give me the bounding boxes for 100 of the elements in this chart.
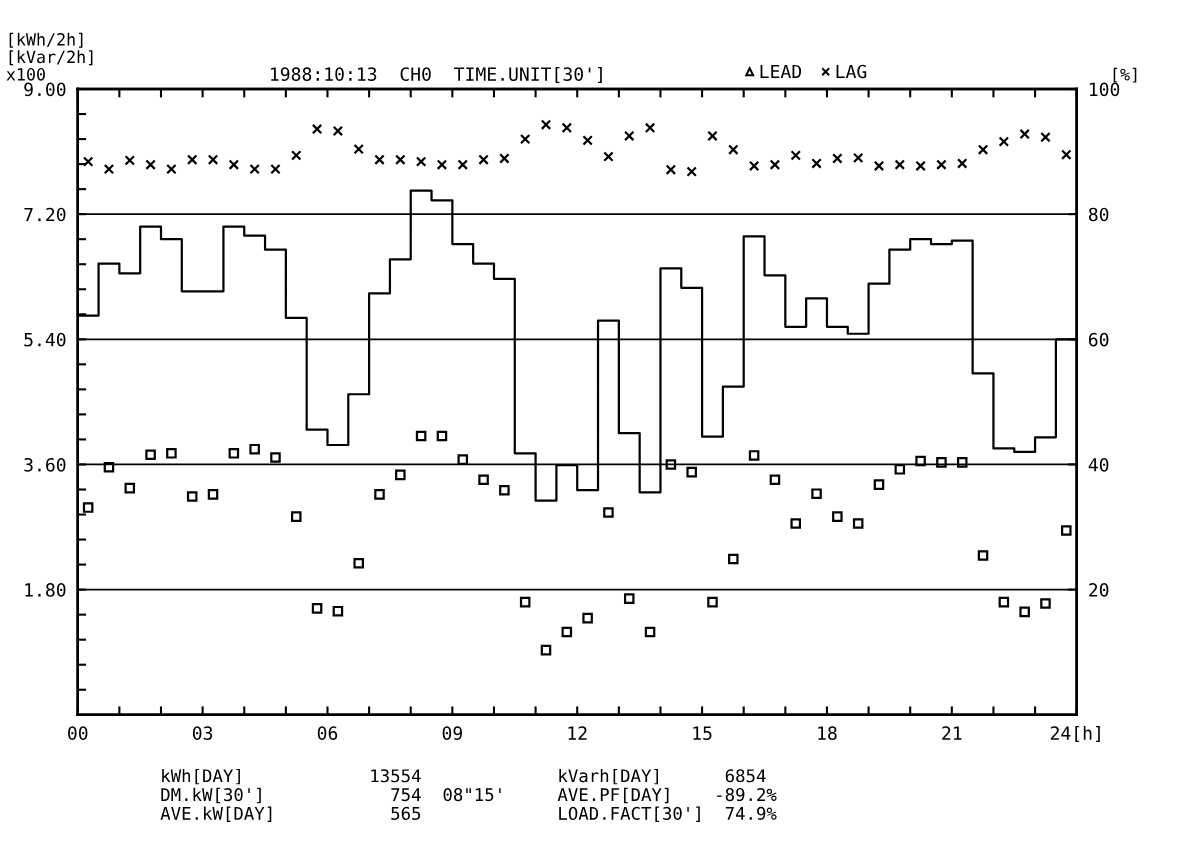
point	[956, 457, 968, 468]
point	[1040, 131, 1051, 143]
point	[811, 488, 822, 499]
point	[915, 160, 926, 172]
point	[332, 605, 344, 617]
point	[915, 455, 926, 467]
text: kWh[DAY] 13554 kVarh[DAY] 6854	[162, 768, 766, 785]
chart-title: 1988:10:13 CH0 TIME.UNIT[30']	[271, 66, 602, 84]
legend-label: LAG	[836, 64, 867, 79]
x-tick-label: 24[h]	[1050, 725, 1100, 743]
y-tick-label: 9.00	[24, 82, 66, 97]
point	[707, 130, 718, 142]
point	[1061, 149, 1072, 160]
point	[290, 150, 302, 161]
point	[374, 154, 385, 166]
x-tick-label: 21	[942, 726, 962, 740]
x-tick-label: 03	[192, 726, 213, 740]
point	[769, 159, 781, 171]
point	[644, 122, 656, 134]
point	[249, 443, 260, 455]
point	[207, 154, 219, 166]
point	[561, 122, 573, 134]
point	[124, 155, 136, 166]
point	[623, 593, 635, 604]
x-tick-label: 09	[442, 726, 462, 740]
y2-tick-label: 20	[1089, 583, 1109, 597]
point	[894, 464, 906, 475]
text: DM.kW[30'] 754 08"15' AVE.PF[DAY] -89.2%	[161, 787, 777, 804]
point	[478, 154, 489, 166]
x-tick-label: 00	[68, 726, 88, 740]
point	[228, 448, 240, 459]
point	[228, 159, 240, 171]
point	[582, 612, 593, 624]
point	[395, 469, 406, 481]
point	[457, 159, 469, 171]
point	[124, 482, 136, 494]
point	[332, 125, 344, 137]
point	[936, 159, 947, 171]
point	[832, 153, 843, 164]
point	[1040, 598, 1051, 609]
point	[790, 150, 802, 161]
point	[894, 159, 906, 171]
legend-label: LEAD	[760, 64, 802, 79]
point	[769, 474, 781, 486]
y-tick-label: 3.60	[24, 457, 66, 472]
point	[603, 151, 614, 162]
point	[436, 430, 448, 442]
point	[145, 449, 156, 461]
point	[415, 156, 427, 167]
point	[686, 466, 697, 478]
point	[415, 430, 427, 442]
y-tick-label: 5.40	[24, 332, 66, 347]
x-tick-label: 18	[818, 726, 837, 740]
point	[207, 489, 219, 500]
y2-axis-title: [%]	[1113, 67, 1137, 83]
x-tick-label: 12	[568, 726, 587, 740]
point	[686, 166, 697, 177]
text: AVE.kW[DAY] 565 LOAD.FACT[30'] 74.9%	[160, 806, 777, 823]
point	[519, 596, 531, 608]
point	[832, 511, 843, 522]
point	[644, 626, 656, 638]
point	[977, 144, 989, 155]
point	[103, 461, 115, 473]
point	[936, 457, 947, 468]
point	[1019, 128, 1030, 140]
y2-tick-label: 100	[1089, 82, 1120, 97]
point	[82, 502, 94, 513]
point	[519, 133, 531, 145]
point	[166, 448, 177, 459]
point	[1019, 606, 1030, 618]
point	[499, 153, 510, 164]
point	[499, 484, 510, 496]
point	[353, 143, 364, 155]
point	[311, 603, 323, 614]
y-axis-title: [kWh/2h] [kVar/2h] x100	[6, 32, 93, 81]
point	[186, 154, 198, 166]
point	[270, 163, 281, 175]
point	[977, 550, 989, 561]
point	[374, 489, 385, 500]
x-tick-label: 06	[317, 726, 338, 740]
point	[353, 557, 364, 569]
point	[956, 158, 968, 169]
point	[478, 474, 489, 486]
point	[623, 130, 635, 142]
y-tick-label: 1.80	[25, 583, 66, 597]
point	[852, 518, 864, 529]
point	[436, 159, 448, 171]
point	[582, 135, 593, 146]
point	[998, 136, 1010, 147]
point	[728, 553, 739, 565]
point	[852, 152, 864, 164]
point	[790, 518, 802, 529]
point	[270, 452, 281, 463]
point	[457, 454, 469, 465]
point	[728, 144, 739, 155]
point	[103, 163, 115, 175]
point	[665, 164, 677, 176]
point	[540, 119, 552, 130]
point	[166, 163, 177, 175]
point	[249, 163, 260, 175]
